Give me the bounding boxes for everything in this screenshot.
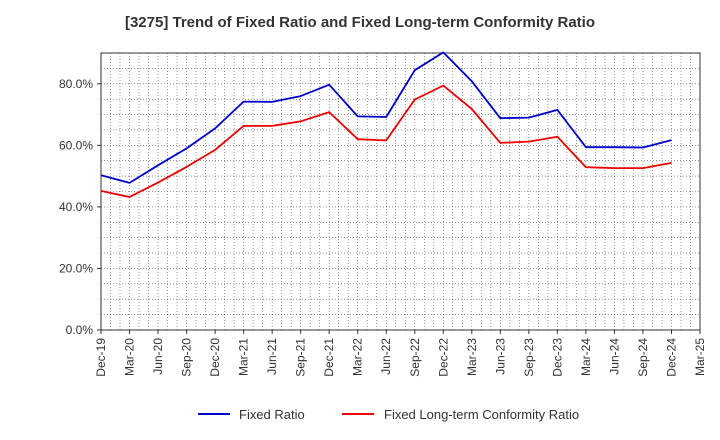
x-tick-label: Dec-24 — [664, 338, 678, 377]
x-tick-label: Mar-24 — [579, 338, 593, 376]
y-tick-label: 20.0% — [59, 261, 93, 275]
x-tick-label: Jun-24 — [607, 338, 621, 375]
x-tick-label: Sep-23 — [522, 338, 536, 377]
x-tick-label: Dec-20 — [208, 338, 222, 377]
x-tick-label: Sep-21 — [294, 338, 308, 377]
x-tick-label: Sep-20 — [180, 338, 194, 377]
x-tick-label: Jun-22 — [379, 338, 393, 375]
series-line-fixed-long-term-conformity-ratio — [100, 84, 672, 198]
legend-label: Fixed Ratio — [239, 407, 305, 422]
chart-title: [3275] Trend of Fixed Ratio and Fixed Lo… — [124, 14, 596, 31]
x-tick-label: Jun-23 — [493, 338, 507, 375]
x-tick-label: Mar-21 — [237, 338, 251, 376]
y-tick-label: 60.0% — [59, 138, 93, 152]
x-tick-label: Mar-22 — [351, 338, 365, 376]
x-tick-label: Sep-24 — [636, 338, 650, 377]
y-tick-label: 40.0% — [59, 200, 93, 214]
x-tick-label: Mar-25 — [693, 338, 707, 376]
x-tick-label: Dec-21 — [322, 338, 336, 377]
x-tick-label: Mar-20 — [123, 338, 137, 376]
y-tick-label: 80.0% — [59, 77, 93, 91]
x-tick-label: Dec-22 — [436, 338, 450, 377]
x-tick-label: Dec-23 — [550, 338, 564, 377]
legend-label: Fixed Long-term Conformity Ratio — [384, 407, 579, 422]
x-tick-label: Dec-19 — [94, 338, 108, 377]
x-tick-label: Jun-20 — [151, 338, 165, 375]
x-tick-label: Sep-22 — [408, 338, 422, 377]
x-tick-label: Mar-23 — [465, 338, 479, 376]
series-line-fixed-ratio — [100, 51, 672, 184]
x-tick-label: Jun-21 — [265, 338, 279, 375]
y-tick-label: 0.0% — [66, 323, 94, 337]
